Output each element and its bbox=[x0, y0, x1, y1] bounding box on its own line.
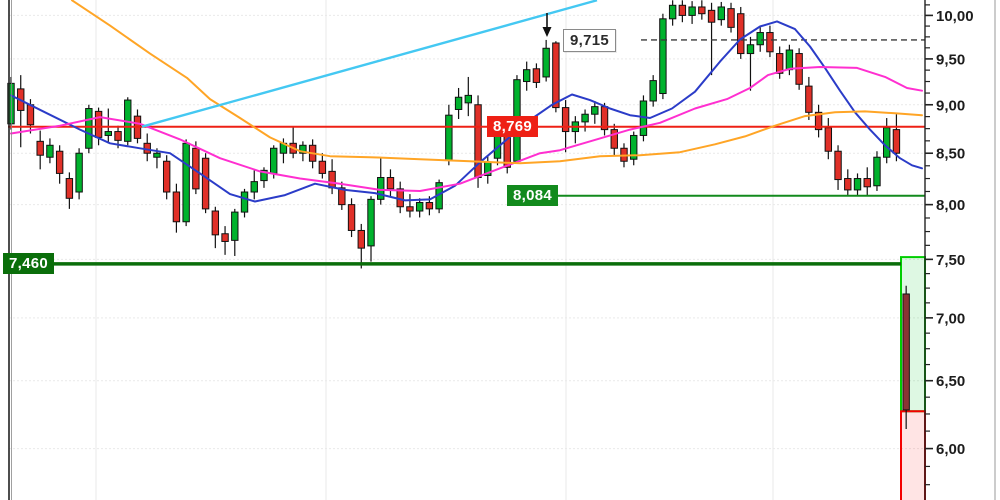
y-axis-tick-label: 9,50 bbox=[936, 51, 965, 68]
candle-body bbox=[717, 6, 725, 21]
candle-body bbox=[688, 6, 696, 16]
ma-fast-blue bbox=[10, 20, 923, 203]
candle-body bbox=[863, 178, 871, 188]
candle-body bbox=[542, 47, 550, 78]
candle-body bbox=[873, 156, 881, 187]
candle-body bbox=[522, 69, 531, 83]
candle-body bbox=[153, 152, 161, 158]
candle-body bbox=[785, 49, 794, 71]
candle-body bbox=[172, 191, 181, 223]
candle-body bbox=[318, 160, 327, 174]
candle-body bbox=[406, 206, 414, 212]
candlestick-series bbox=[7, 0, 910, 430]
candle-body bbox=[892, 129, 901, 154]
resistance-level-label[interactable]: 9,715 bbox=[563, 28, 617, 52]
candle-body bbox=[114, 131, 122, 141]
candle-body bbox=[94, 110, 103, 138]
candle-body bbox=[231, 211, 239, 241]
stop-zone-red bbox=[900, 410, 926, 500]
candle-body bbox=[649, 80, 657, 102]
candle-body bbox=[445, 114, 453, 161]
candle-body bbox=[834, 150, 842, 181]
candle-body bbox=[260, 169, 268, 182]
candle-body bbox=[26, 104, 35, 126]
candle-body bbox=[55, 150, 64, 174]
y-axis: 10,00 9,50 9,00 8,50 8,00 7,50 7,00 6,50 6,00 bbox=[8, 0, 996, 500]
candle-body bbox=[270, 147, 278, 174]
candle-body bbox=[211, 210, 220, 236]
support-level-label[interactable]: 8,084 bbox=[507, 184, 559, 206]
candle-body bbox=[698, 6, 706, 15]
ma-mid-magenta bbox=[10, 66, 923, 192]
y-axis-tick-label: 7,50 bbox=[936, 252, 965, 269]
candle-body bbox=[338, 187, 346, 206]
y-axis-tick-label: 7,00 bbox=[936, 310, 965, 327]
candle-body bbox=[591, 106, 599, 115]
swing-high-arrow-icon bbox=[542, 13, 552, 37]
candle-body bbox=[561, 107, 570, 133]
candle-body bbox=[454, 96, 463, 110]
candle-body bbox=[630, 134, 638, 160]
y-axis-tick-label: 6,50 bbox=[936, 373, 965, 390]
candle-body bbox=[805, 85, 813, 113]
candle-body bbox=[250, 181, 258, 193]
candle-body bbox=[824, 127, 833, 152]
major-support-level-label[interactable]: 7,460 bbox=[3, 252, 55, 274]
candle-body bbox=[853, 178, 862, 191]
y-axis-tick-label: 9,00 bbox=[936, 97, 965, 114]
candle-body bbox=[357, 229, 365, 249]
candle-body bbox=[328, 170, 336, 189]
candle-body bbox=[707, 9, 716, 23]
candle-body bbox=[659, 18, 667, 95]
candle-body bbox=[36, 140, 44, 156]
candle-body bbox=[182, 142, 190, 223]
y-axis-tick-label: 10,00 bbox=[936, 8, 974, 25]
candle-body bbox=[532, 68, 541, 83]
candle-body bbox=[75, 152, 83, 193]
candle-body bbox=[727, 8, 735, 28]
candle-body bbox=[678, 4, 687, 16]
candle-body bbox=[844, 178, 852, 191]
candle-body bbox=[347, 204, 356, 231]
candle-body bbox=[65, 178, 74, 199]
candle-body bbox=[756, 32, 764, 46]
y-axis-tick-label: 6,00 bbox=[936, 441, 965, 458]
candle-body bbox=[201, 157, 210, 210]
candle-body bbox=[415, 202, 424, 212]
candle-body bbox=[610, 129, 618, 149]
candle-body bbox=[552, 42, 560, 109]
y-axis-tick-label: 8,00 bbox=[936, 197, 965, 214]
candle-body bbox=[221, 233, 229, 242]
candle-body bbox=[746, 44, 755, 55]
candle-body bbox=[104, 131, 112, 136]
candle-body bbox=[7, 82, 15, 125]
candle-body bbox=[775, 53, 784, 74]
candle-body bbox=[367, 198, 375, 247]
candle-body bbox=[464, 94, 473, 104]
candle-body bbox=[902, 293, 910, 411]
trendline-cyan bbox=[141, 0, 598, 128]
candle-body bbox=[581, 113, 589, 123]
candle-body bbox=[46, 144, 54, 158]
candle-body bbox=[377, 177, 385, 200]
candle-body bbox=[737, 13, 745, 55]
candle-body bbox=[425, 202, 434, 210]
candle-body bbox=[299, 144, 307, 154]
candle-body bbox=[814, 111, 823, 131]
candle-body bbox=[240, 191, 249, 213]
candle-body bbox=[766, 32, 774, 53]
candle-body bbox=[162, 160, 171, 193]
red-level-label[interactable]: 8,769 bbox=[487, 115, 539, 137]
candle-body bbox=[85, 108, 93, 149]
candle-body bbox=[883, 127, 891, 158]
y-axis-tick-label: 8,50 bbox=[936, 146, 965, 163]
moving-averages bbox=[10, 0, 923, 203]
ma-long-orange bbox=[71, 0, 923, 165]
grid-lines bbox=[9, 0, 925, 500]
candle-body bbox=[386, 177, 395, 190]
candle-body bbox=[668, 4, 677, 20]
